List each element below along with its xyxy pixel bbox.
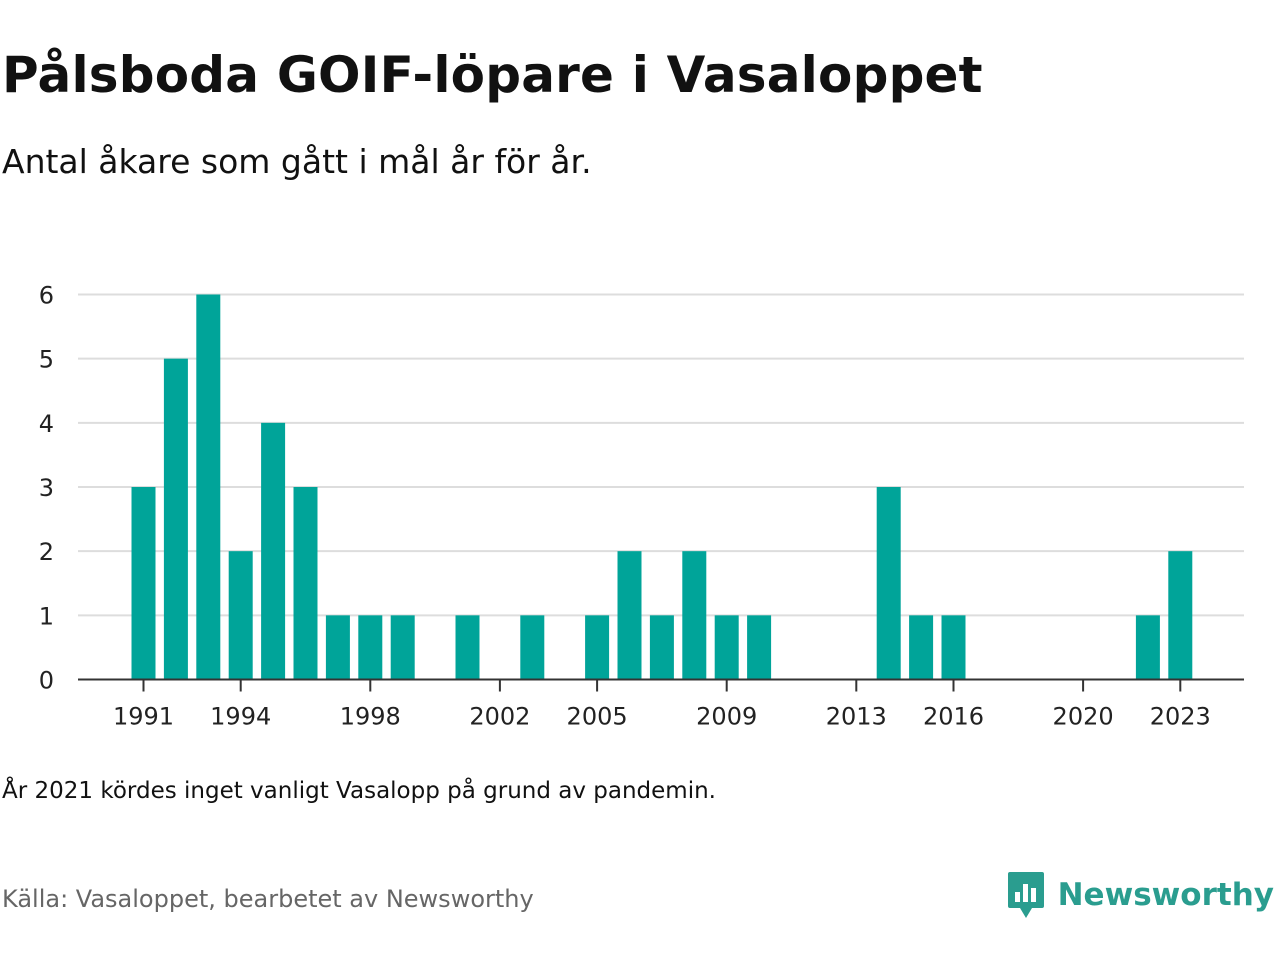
- brand-name: Newsworthy: [1057, 877, 1274, 913]
- bar: [682, 551, 707, 680]
- y-tick-label: 2: [39, 538, 54, 566]
- x-tick-label: 1991: [113, 703, 174, 731]
- x-tick-label: 1994: [210, 703, 271, 731]
- bar: [941, 615, 966, 680]
- bar: [909, 615, 934, 680]
- bar: [1168, 551, 1193, 680]
- bar: [196, 294, 221, 680]
- bar: [1135, 615, 1160, 680]
- x-tick-label: 2020: [1053, 703, 1114, 731]
- x-tick-label: 2005: [567, 703, 628, 731]
- bar: [390, 615, 415, 680]
- bar: [455, 615, 480, 680]
- x-tick-label: 2013: [826, 703, 887, 731]
- chart-note: År 2021 kördes inget vanligt Vasalopp på…: [2, 778, 716, 804]
- source-text: Källa: Vasaloppet, bearbetet av Newswort…: [2, 885, 534, 913]
- newsworthy-logo-icon: [1007, 872, 1044, 918]
- y-tick-label: 0: [39, 667, 54, 695]
- bar: [261, 422, 286, 680]
- bar: [131, 487, 156, 680]
- bar: [520, 615, 545, 680]
- x-tick-label: 2002: [469, 703, 530, 731]
- brand-logo: Newsworthy: [1006, 870, 1274, 920]
- x-tick-label: 2009: [696, 703, 757, 731]
- y-tick-label: 3: [39, 474, 54, 502]
- bar: [325, 615, 350, 680]
- bar: [585, 615, 610, 680]
- x-tick-label: 2023: [1150, 703, 1211, 731]
- bar: [649, 615, 674, 680]
- bar: [617, 551, 642, 680]
- chart-title: Pålsboda GOIF-löpare i Vasaloppet: [2, 46, 983, 104]
- bar: [747, 615, 772, 680]
- bar: [228, 551, 253, 680]
- x-tick-label: 2016: [923, 703, 984, 731]
- bar: [358, 615, 383, 680]
- bar: [293, 487, 318, 680]
- y-tick-label: 6: [39, 282, 54, 310]
- x-tick-label: 1998: [340, 703, 401, 731]
- chart-subtitle: Antal åkare som gått i mål år för år.: [2, 142, 592, 181]
- bar: [163, 358, 188, 680]
- bar: [714, 615, 739, 680]
- y-tick-label: 4: [39, 410, 54, 438]
- bar-chart: 0 1 2 3 4 5 6 1991 1994 1998 2002 2005 2009 2013 2016 2…: [39, 282, 1244, 731]
- y-tick-label: 1: [39, 602, 54, 630]
- bar: [876, 487, 901, 680]
- y-tick-label: 5: [39, 346, 54, 374]
